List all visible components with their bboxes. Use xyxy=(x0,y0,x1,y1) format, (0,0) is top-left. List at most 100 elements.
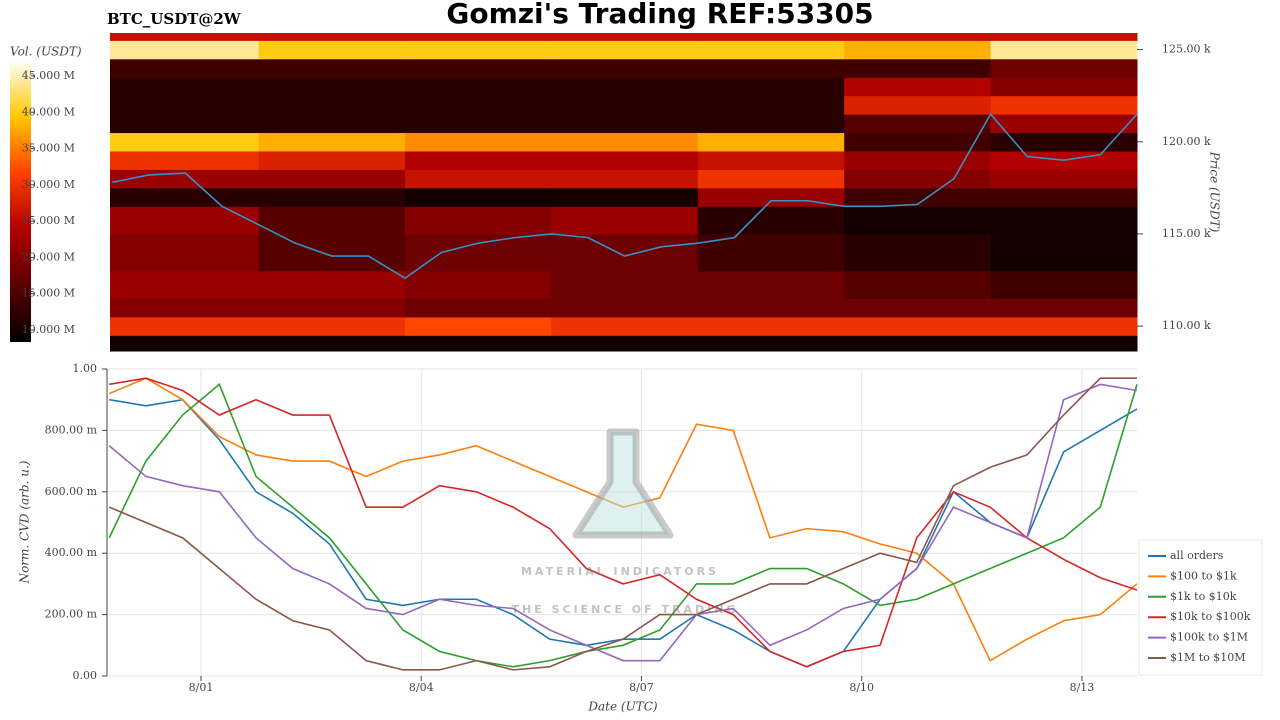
heatmap-cell xyxy=(258,77,406,97)
heatmap-cell xyxy=(697,298,845,318)
heatmap-cell xyxy=(697,114,845,134)
colorbar-label: Vol. (USDT) xyxy=(10,45,82,59)
colorbar-tick-label: 25.000 M xyxy=(22,214,75,227)
heatmap-cell xyxy=(110,58,260,78)
colorbar-tick-label: 35.000 M xyxy=(22,142,75,155)
legend-label: $100 to $1k xyxy=(1170,569,1237,582)
price-tick-label: 125.00 k xyxy=(1162,43,1211,56)
heatmap-cell xyxy=(551,150,699,170)
heatmap-cell xyxy=(404,169,552,189)
heatmap-cell xyxy=(110,40,260,60)
heatmap-cell xyxy=(697,206,845,235)
heatmap-cell xyxy=(844,169,992,189)
heatmap-cell xyxy=(551,270,699,299)
title: Gomzi's Trading REF:53305 xyxy=(446,0,873,30)
heatmap-cell xyxy=(404,206,552,235)
heatmap-cell xyxy=(844,233,992,272)
y-axis-label: Norm. CVD (arb. u.) xyxy=(18,460,32,584)
heatmap-cell xyxy=(697,58,845,78)
heatmap-cell xyxy=(844,95,992,115)
heatmap-cell xyxy=(990,33,1138,41)
colorbar-tick-label: 10.000 M xyxy=(22,323,75,336)
heatmap-cell xyxy=(844,150,992,170)
heatmap-cell xyxy=(258,187,406,207)
heatmap-cell xyxy=(697,169,845,189)
price-tick-label: 110.00 k xyxy=(1162,319,1211,332)
colorbar-tick-label: 15.000 M xyxy=(22,287,75,300)
heatmap-cell xyxy=(844,187,992,207)
heatmap-cell xyxy=(697,150,845,170)
legend-label: $1M to $10M xyxy=(1170,651,1246,664)
heatmap-cell xyxy=(551,169,699,189)
heatmap-cell xyxy=(844,206,992,235)
y-tick-label: 200.00 m xyxy=(45,608,98,621)
series-line xyxy=(108,377,1137,671)
heatmap-cell xyxy=(844,298,992,318)
heatmap-cell xyxy=(258,316,406,336)
heatmap-cell xyxy=(844,270,992,299)
heatmap-cell xyxy=(110,298,260,318)
heatmap-cell xyxy=(404,33,552,41)
price-tick-label: 115.00 k xyxy=(1162,227,1211,240)
heatmap-cell xyxy=(404,40,552,60)
heatmap-cell xyxy=(697,40,845,60)
heatmap-cell xyxy=(258,132,406,152)
legend xyxy=(1138,539,1263,676)
heatmap-cell xyxy=(404,95,552,115)
heatmap-cell xyxy=(697,316,845,336)
heatmap-cell xyxy=(551,77,699,97)
heatmap-cell xyxy=(844,40,992,60)
heatmap-cell xyxy=(990,298,1138,318)
heatmap-cell xyxy=(551,316,699,336)
heatmap-cell xyxy=(551,132,699,152)
heatmap-cell xyxy=(551,58,699,78)
heatmap-cell xyxy=(404,114,552,134)
heatmap-cell xyxy=(990,114,1138,134)
heatmap-cell xyxy=(404,77,552,97)
heatmap-cell xyxy=(110,233,260,272)
heatmap-cell xyxy=(844,77,992,97)
heatmap-cell xyxy=(110,114,260,134)
watermark-flask xyxy=(572,428,674,539)
x-tick-label: 8/04 xyxy=(409,681,434,694)
y-tick-label: 0.00 xyxy=(73,669,98,682)
heatmap-cell xyxy=(697,77,845,97)
heatmap-cell xyxy=(990,335,1138,352)
heatmap-cell xyxy=(404,58,552,78)
legend-label: $100k to $1M xyxy=(1170,631,1248,644)
heatmap-cell xyxy=(551,40,699,60)
x-tick-label: 8/01 xyxy=(189,681,214,694)
heatmap-cell xyxy=(551,114,699,134)
heatmap-cell xyxy=(551,233,699,272)
heatmap-cell xyxy=(258,33,406,41)
price-line xyxy=(112,112,1138,280)
heatmap-cell xyxy=(258,298,406,318)
y-tick-label: 800.00 m xyxy=(45,423,98,436)
heatmap-cell xyxy=(551,206,699,235)
colorbar-tick-label: 20.000 M xyxy=(22,250,75,263)
colorbar-tick-label: 40.000 M xyxy=(22,105,75,118)
heatmap-cell xyxy=(258,169,406,189)
watermark-subtitle: THE SCIENCE OF TRADING xyxy=(512,603,739,616)
heatmap-cell xyxy=(990,187,1138,207)
heatmap-cell xyxy=(258,114,406,134)
heatmap-cell xyxy=(404,233,552,272)
legend-label: $10k to $100k xyxy=(1170,610,1251,623)
heatmap-cell xyxy=(844,132,992,152)
colorbar-tick-label: 30.000 M xyxy=(22,178,75,191)
heatmap-cell xyxy=(844,114,992,134)
heatmap-cell xyxy=(258,206,406,235)
heatmap-cell xyxy=(110,150,260,170)
x-axis-label: Date (UTC) xyxy=(587,700,657,714)
watermark-title: MATERIAL INDICATORS xyxy=(521,565,719,578)
heatmap-cell xyxy=(110,270,260,299)
heatmap-cell xyxy=(697,270,845,299)
heatmap-cell xyxy=(697,132,845,152)
heatmap-cell xyxy=(697,187,845,207)
subtitle: BTC_USDT@2W xyxy=(107,10,242,28)
heatmap-cell xyxy=(258,270,406,299)
heatmap-cell xyxy=(551,335,699,352)
y-tick-label: 400.00 m xyxy=(45,546,98,559)
heatmap-cell xyxy=(110,187,260,207)
